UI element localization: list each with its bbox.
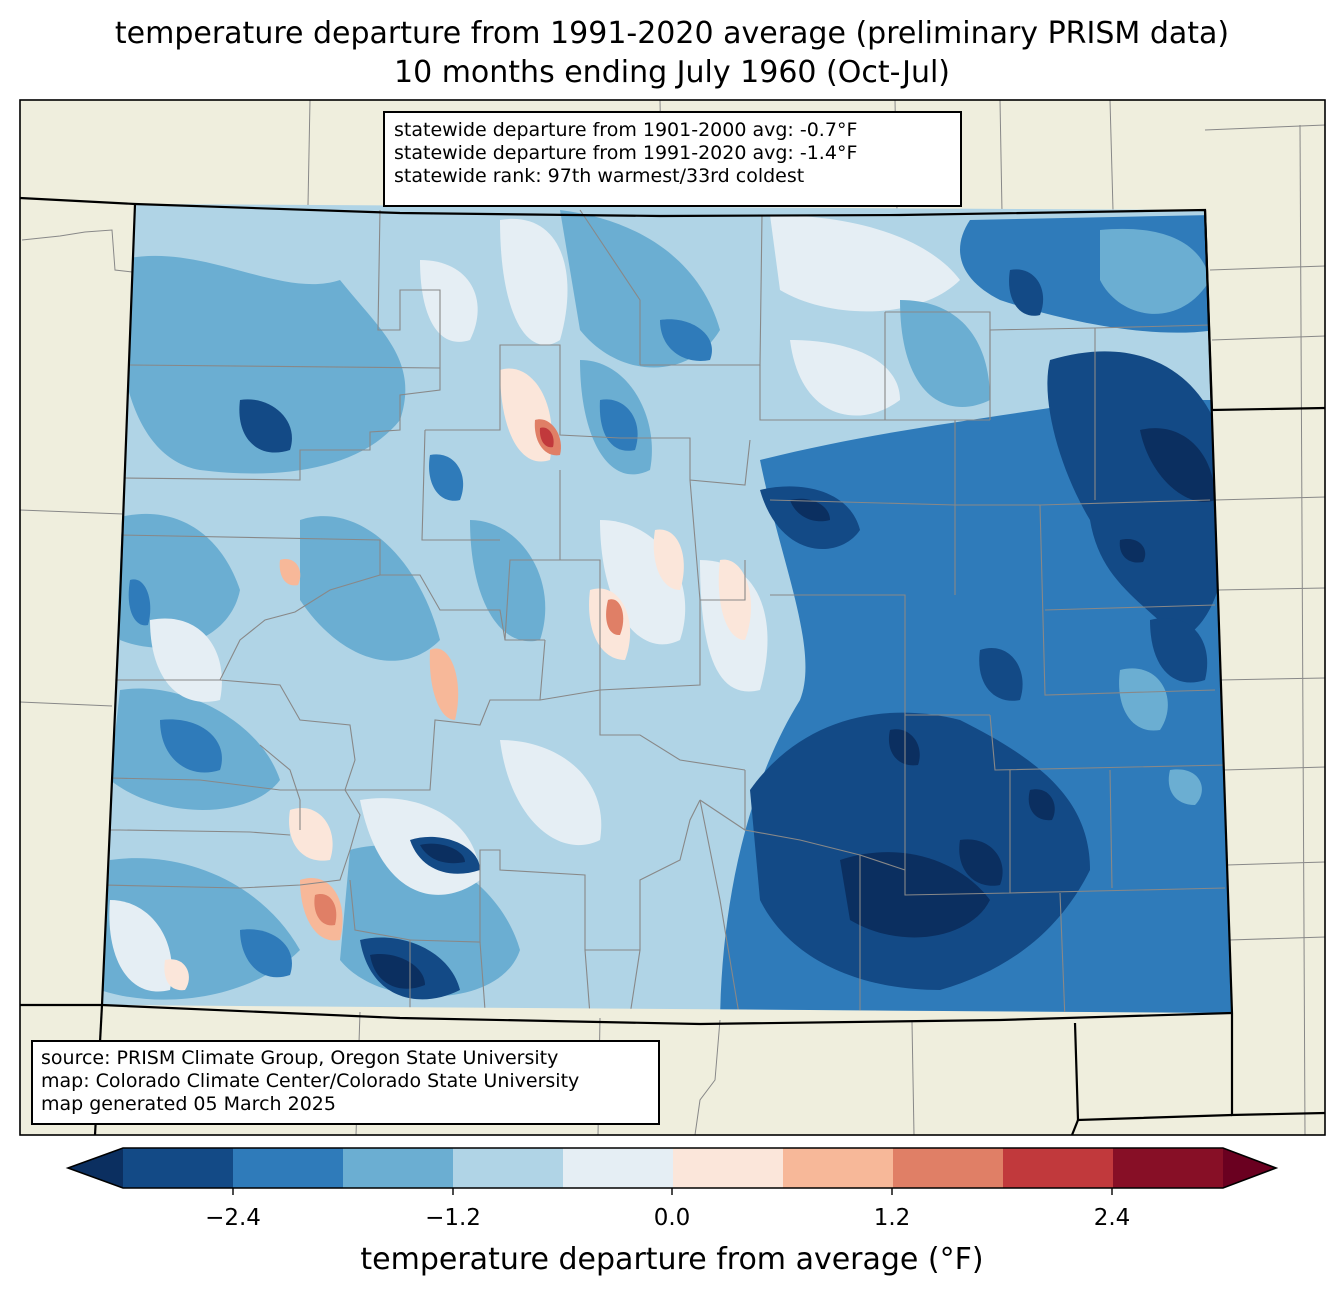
statewide-stats-box: statewide departure from 1901-2000 avg: … [383, 111, 962, 207]
stat-rank: statewide rank: 97th warmest/33rd coldes… [394, 165, 805, 187]
colorbar-tick-label: −1.2 [425, 1205, 481, 1231]
colorbar-tick-label: 1.2 [873, 1205, 911, 1231]
temperature-anomaly-field [102, 204, 1232, 1013]
colorbar-bin [1113, 1148, 1224, 1188]
colorbar-tick-label: 0.0 [653, 1205, 691, 1231]
colorbar-bin [893, 1148, 1004, 1188]
map-subtitle: 10 months ending July 1960 (Oct-Jul) [393, 55, 951, 90]
colorbar-bin [1003, 1148, 1114, 1188]
colorbar-extend-low [68, 1148, 123, 1188]
map-title: temperature departure from 1991-2020 ave… [114, 16, 1230, 51]
map-credit-line: map: Colorado Climate Center/Colorado St… [41, 1070, 580, 1092]
colorbar-tick-label: 2.4 [1093, 1205, 1131, 1231]
colorbar-label: temperature departure from average (°F) [360, 1242, 984, 1277]
colorbar-tick-label: −2.4 [205, 1205, 261, 1231]
colorbar-extend-high [1223, 1148, 1276, 1188]
map-frame [19, 99, 1326, 1136]
source-line: source: PRISM Climate Group, Oregon Stat… [41, 1047, 559, 1069]
colorbar-bin [123, 1148, 234, 1188]
county-lines [102, 209, 1226, 1013]
stat-departure-1901-2000: statewide departure from 1901-2000 avg: … [394, 119, 858, 141]
generated-date-line: map generated 05 March 2025 [41, 1093, 336, 1115]
colorbar-outline [65, 1147, 1279, 1189]
colorbar-bin [453, 1148, 564, 1188]
colorbar-bin [343, 1148, 454, 1188]
stat-departure-1991-2020: statewide departure from 1991-2020 avg: … [394, 142, 858, 164]
colorbar-bin [563, 1148, 674, 1188]
colorbar-bin [673, 1148, 784, 1188]
source-box: source: PRISM Climate Group, Oregon Stat… [31, 1040, 660, 1125]
colorbar-bin [233, 1148, 344, 1188]
colorbar [65, 1147, 1279, 1195]
colorbar-bin [783, 1148, 894, 1188]
